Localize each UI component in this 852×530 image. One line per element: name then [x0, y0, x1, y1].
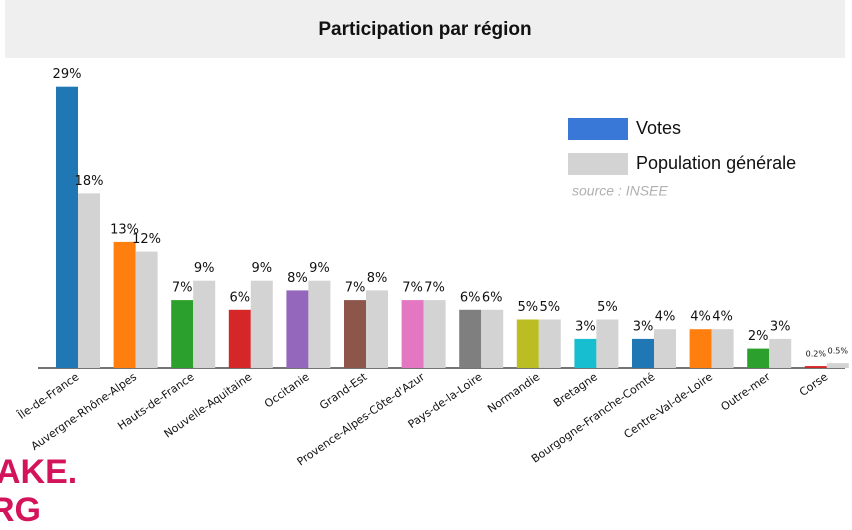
x-tick-label: Auvergne-Rhône-Alpes	[29, 370, 140, 453]
bar	[401, 300, 424, 368]
bar	[56, 86, 78, 368]
data-label: 18%	[75, 174, 104, 189]
data-label: 5%	[597, 300, 618, 315]
data-label: 7%	[345, 281, 366, 296]
bar	[286, 290, 309, 368]
bar	[193, 280, 216, 368]
legend-label: Votes	[636, 118, 681, 138]
data-label: 7%	[172, 281, 193, 296]
bar	[459, 309, 482, 368]
bar	[78, 193, 100, 368]
bar	[481, 309, 504, 368]
bar	[250, 280, 273, 368]
data-label: 3%	[575, 319, 596, 334]
title-bar	[5, 0, 845, 58]
data-label: 6%	[460, 290, 481, 305]
data-label: 9%	[194, 261, 215, 276]
data-label: 9%	[309, 261, 330, 276]
legend-swatch	[568, 118, 628, 140]
bar	[654, 329, 676, 368]
x-tick-label: Grand-Est	[317, 370, 370, 412]
data-label: 6%	[229, 290, 250, 305]
data-label: 7%	[402, 281, 423, 296]
data-label: 0.2%	[806, 350, 827, 359]
bar	[171, 300, 194, 368]
data-label: 6%	[482, 290, 503, 305]
bar	[711, 329, 734, 368]
data-label: 7%	[424, 281, 445, 296]
legend-label: Population générale	[636, 153, 796, 173]
data-label: 4%	[712, 310, 733, 325]
bar	[769, 338, 792, 368]
data-label: 3%	[770, 319, 791, 334]
bar	[826, 363, 849, 368]
data-label: 8%	[367, 271, 388, 286]
chart-title: Participation par région	[318, 19, 531, 40]
data-label: 4%	[690, 310, 711, 325]
bar	[135, 251, 158, 368]
data-label: 29%	[53, 67, 82, 82]
data-label: 0.5%	[828, 347, 849, 356]
x-tick-label: Outre-mer	[719, 370, 774, 414]
bar	[228, 309, 251, 368]
x-tick-label: Bretagne	[551, 370, 600, 410]
x-tick-label: Corse	[797, 370, 830, 399]
data-label: 3%	[633, 319, 654, 334]
bar	[113, 241, 136, 368]
data-label: 2%	[748, 329, 769, 344]
bar	[689, 329, 712, 368]
data-label: 5%	[517, 300, 538, 315]
data-label: 12%	[132, 232, 161, 247]
bar	[366, 290, 388, 368]
bar	[344, 300, 366, 368]
bar	[747, 348, 770, 368]
bar	[308, 280, 331, 368]
bar	[538, 319, 561, 368]
logo: AKE.	[0, 453, 77, 491]
data-label: 8%	[287, 271, 308, 286]
data-label: 13%	[110, 222, 139, 237]
data-label: 5%	[539, 300, 560, 315]
bar	[516, 319, 539, 368]
bar	[804, 366, 827, 368]
data-label: 9%	[251, 261, 272, 276]
logo: RG	[0, 491, 41, 529]
legend-swatch	[568, 153, 628, 175]
bar	[632, 338, 654, 368]
x-tick-label: Normandie	[485, 370, 542, 415]
bar	[423, 300, 446, 368]
bar	[574, 338, 597, 368]
bar	[596, 319, 619, 368]
source-note: source : INSEE	[572, 183, 668, 199]
x-tick-label: Occitanie	[262, 370, 312, 410]
data-label: 4%	[655, 310, 676, 325]
